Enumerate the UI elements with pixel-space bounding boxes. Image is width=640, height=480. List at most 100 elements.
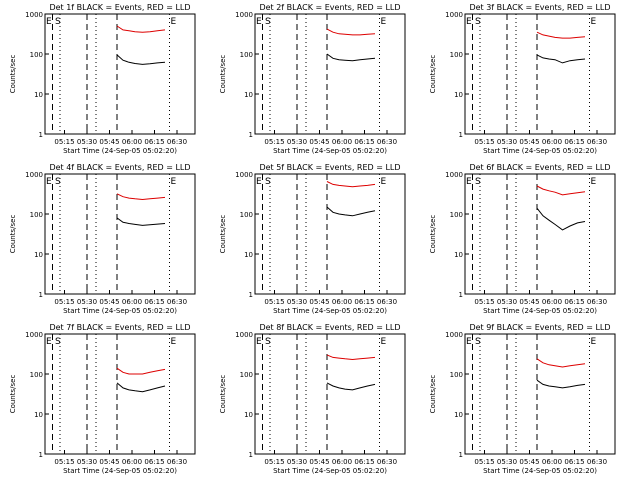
x-tick-label: 05:45 — [519, 138, 539, 146]
x-axis-label: Start Time (24-Sep-05 05:02:20) — [483, 307, 597, 315]
eclipse-marker-label: E — [466, 177, 472, 187]
x-tick-label: 05:45 — [519, 298, 539, 306]
y-axis-label: Counts/sec — [429, 55, 437, 94]
x-tick-label: 06:15 — [564, 138, 584, 146]
x-tick-label: 06:00 — [122, 458, 142, 466]
eclipse-marker-label: E — [381, 17, 387, 27]
y-tick-label: 10 — [244, 251, 253, 259]
x-tick-label: 05:45 — [99, 298, 119, 306]
y-tick-label: 100 — [450, 371, 463, 379]
plot-frame — [44, 13, 196, 135]
x-tick-label: 05:15 — [54, 298, 74, 306]
eclipse-marker-label: E — [46, 17, 52, 27]
y-tick-label: 10 — [454, 251, 463, 259]
x-tick-label: 05:45 — [309, 458, 329, 466]
y-axis-label: Counts/sec — [429, 215, 437, 254]
y-axis-label: Counts/sec — [429, 375, 437, 414]
x-tick-label: 05:30 — [77, 138, 97, 146]
y-tick-label: 100 — [240, 371, 253, 379]
eclipse-marker-label: S — [265, 337, 271, 347]
y-tick-label: 1 — [39, 131, 43, 139]
series-line-lld — [326, 354, 376, 361]
chart-title: Det 8f BLACK = Events, RED = LLD — [259, 323, 400, 332]
series-line-lld — [536, 31, 586, 39]
chart-panel-7: Det 7f BLACK = Events, RED = LLD 1 10 100 10… — [9, 323, 196, 475]
x-tick-label: 06:30 — [587, 298, 607, 306]
chart-title: Det 9f BLACK = Events, RED = LLD — [469, 323, 610, 332]
eclipse-marker-label: S — [55, 17, 61, 27]
x-tick-label: 05:30 — [77, 458, 97, 466]
eclipse-marker-label: E — [381, 337, 387, 347]
series-line-events — [536, 207, 586, 231]
plot-frame — [44, 333, 196, 455]
y-tick-label: 1000 — [445, 171, 463, 179]
eclipse-marker-label: S — [475, 17, 481, 27]
x-tick-label: 05:15 — [474, 298, 494, 306]
y-tick-label: 10 — [34, 251, 43, 259]
eclipse-marker-label: S — [55, 177, 61, 187]
eclipse-marker-label: E — [46, 177, 52, 187]
y-axis-label: Counts/sec — [219, 375, 227, 414]
x-tick-label: 05:15 — [54, 458, 74, 466]
x-tick-label: 06:15 — [564, 298, 584, 306]
y-tick-label: 1000 — [445, 331, 463, 339]
chart-title: Det 7f BLACK = Events, RED = LLD — [49, 323, 190, 332]
eclipse-marker-label: E — [591, 177, 597, 187]
x-tick-label: 05:15 — [264, 458, 284, 466]
chart-panel-1: Det 1f BLACK = Events, RED = LLD 1 10 100 10… — [9, 3, 196, 155]
y-tick-label: 1000 — [445, 11, 463, 19]
eclipse-marker-label: E — [591, 337, 597, 347]
y-tick-label: 1 — [39, 291, 43, 299]
x-tick-label: 05:15 — [264, 138, 284, 146]
y-tick-label: 10 — [454, 91, 463, 99]
plot-frame — [254, 333, 406, 455]
x-tick-label: 06:15 — [564, 458, 584, 466]
x-tick-label: 06:30 — [377, 458, 397, 466]
y-tick-label: 100 — [450, 51, 463, 59]
series-line-lld — [116, 193, 166, 201]
x-axis-label: Start Time (24-Sep-05 05:02:20) — [63, 307, 177, 315]
y-axis-label: Counts/sec — [9, 375, 17, 414]
x-tick-label: 06:30 — [377, 298, 397, 306]
plot-frame — [254, 173, 406, 295]
x-tick-label: 06:00 — [332, 138, 352, 146]
x-tick-label: 06:30 — [587, 138, 607, 146]
series-line-lld — [116, 367, 166, 375]
x-tick-label: 06:15 — [354, 458, 374, 466]
x-tick-label: 06:30 — [377, 138, 397, 146]
y-tick-label: 100 — [240, 211, 253, 219]
chart-title: Det 6f BLACK = Events, RED = LLD — [469, 163, 610, 172]
x-tick-label: 06:00 — [542, 298, 562, 306]
x-tick-label: 05:15 — [264, 298, 284, 306]
chart-title: Det 1f BLACK = Events, RED = LLD — [49, 3, 190, 12]
plot-frame — [464, 173, 616, 295]
x-axis-label: Start Time (24-Sep-05 05:02:20) — [483, 147, 597, 155]
chart-panel-8: Det 8f BLACK = Events, RED = LLD 1 10 100 10… — [219, 323, 406, 475]
y-axis-label: Counts/sec — [219, 55, 227, 94]
x-tick-label: 05:15 — [474, 458, 494, 466]
series-line-events — [116, 382, 166, 393]
series-line-events — [116, 217, 166, 226]
x-tick-label: 05:45 — [99, 458, 119, 466]
y-tick-label: 10 — [244, 411, 253, 419]
eclipse-marker-label: S — [475, 337, 481, 347]
chart-title: Det 5f BLACK = Events, RED = LLD — [259, 163, 400, 172]
eclipse-marker-label: S — [475, 177, 481, 187]
series-line-events — [326, 53, 376, 62]
y-tick-label: 100 — [450, 211, 463, 219]
y-tick-label: 1 — [249, 451, 253, 459]
eclipse-marker-label: E — [591, 17, 597, 27]
x-tick-label: 06:00 — [332, 298, 352, 306]
x-tick-label: 05:45 — [309, 298, 329, 306]
y-tick-label: 1000 — [235, 331, 253, 339]
plot-frame — [254, 13, 406, 135]
y-axis-label: Counts/sec — [219, 215, 227, 254]
eclipse-marker-label: S — [55, 337, 61, 347]
chart-title: Det 4f BLACK = Events, RED = LLD — [49, 163, 190, 172]
y-tick-label: 10 — [34, 411, 43, 419]
x-tick-label: 05:30 — [287, 298, 307, 306]
series-line-lld — [536, 185, 586, 196]
chart-panel-4: Det 4f BLACK = Events, RED = LLD 1 10 100 10… — [9, 163, 196, 315]
y-axis-label: Counts/sec — [9, 215, 17, 254]
